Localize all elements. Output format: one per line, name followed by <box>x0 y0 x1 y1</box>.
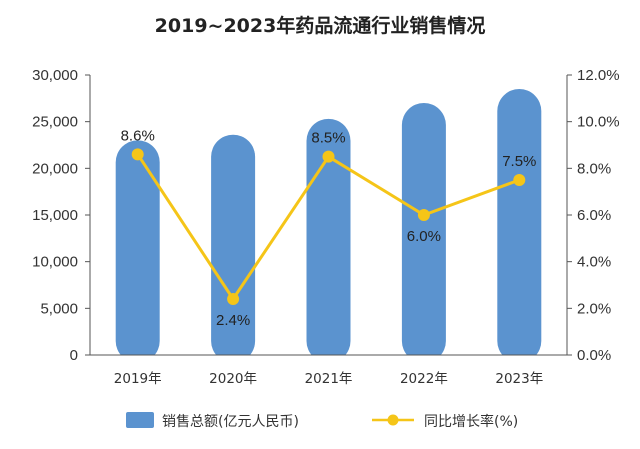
x-axis-tick-label: 2020年 <box>209 371 257 387</box>
growth-point <box>322 150 335 163</box>
left-axis-tick-label: 20,000 <box>32 160 78 177</box>
bar <box>211 134 256 363</box>
chart-title: 2019~2023年药品流通行业销售情况 <box>155 14 486 37</box>
left-axis-tick-label: 15,000 <box>32 207 78 224</box>
right-axis-tick-label: 8.0% <box>577 160 611 177</box>
bar <box>497 89 542 363</box>
legend-line-marker <box>387 414 399 426</box>
right-axis-tick-label: 0.0% <box>577 347 611 364</box>
left-axis-tick-label: 5,000 <box>40 300 78 317</box>
growth-data-label: 8.6% <box>121 127 155 144</box>
right-axis-tick-label: 10.0% <box>577 114 620 131</box>
left-axis-tick-label: 30,000 <box>32 67 78 84</box>
legend-line-label: 同比增长率(%) <box>424 413 518 430</box>
growth-data-label: 8.5% <box>311 130 345 147</box>
growth-data-label: 2.4% <box>216 312 250 329</box>
x-axis-tick-label: 2021年 <box>305 371 353 387</box>
bar <box>401 103 446 363</box>
bar-series <box>90 89 567 368</box>
legend: 销售总额(亿元人民币) 同比增长率(%) <box>126 412 518 430</box>
growth-point <box>227 293 240 305</box>
right-axis-tick-label: 4.0% <box>577 254 611 271</box>
x-axis-tick-label: 2022年 <box>400 371 448 387</box>
x-axis-tick-label: 2023年 <box>495 371 543 387</box>
bar <box>115 140 160 363</box>
growth-data-label: 7.5% <box>502 153 536 170</box>
right-axis-tick-label: 12.0% <box>577 67 620 84</box>
x-axis-labels: 2019年 2020年 2021年 2022年 2023年 <box>114 371 543 387</box>
growth-data-label: 6.0% <box>407 228 441 245</box>
legend-bar-swatch <box>126 412 154 428</box>
left-axis-tick-label: 25,000 <box>32 114 78 131</box>
growth-point <box>513 174 526 186</box>
left-axis-tick-label: 0 <box>70 347 78 364</box>
left-axis-tick-label: 10,000 <box>32 254 78 271</box>
bar <box>306 118 351 363</box>
right-axis-tick-label: 2.0% <box>577 300 611 317</box>
bar-base-mask <box>91 355 566 368</box>
chart-axes: 0 5,000 10,000 15,000 20,000 25,000 30,000 0.0%… <box>32 67 619 364</box>
x-axis-tick-label: 2019年 <box>114 371 162 387</box>
growth-line-series: 8.6% 2.4% 8.5% 6.0% 7.5% <box>121 127 537 329</box>
right-axis-tick-label: 6.0% <box>577 207 611 224</box>
legend-bar-label: 销售总额(亿元人民币) <box>162 414 299 430</box>
growth-point <box>417 209 430 221</box>
growth-point <box>131 148 144 161</box>
